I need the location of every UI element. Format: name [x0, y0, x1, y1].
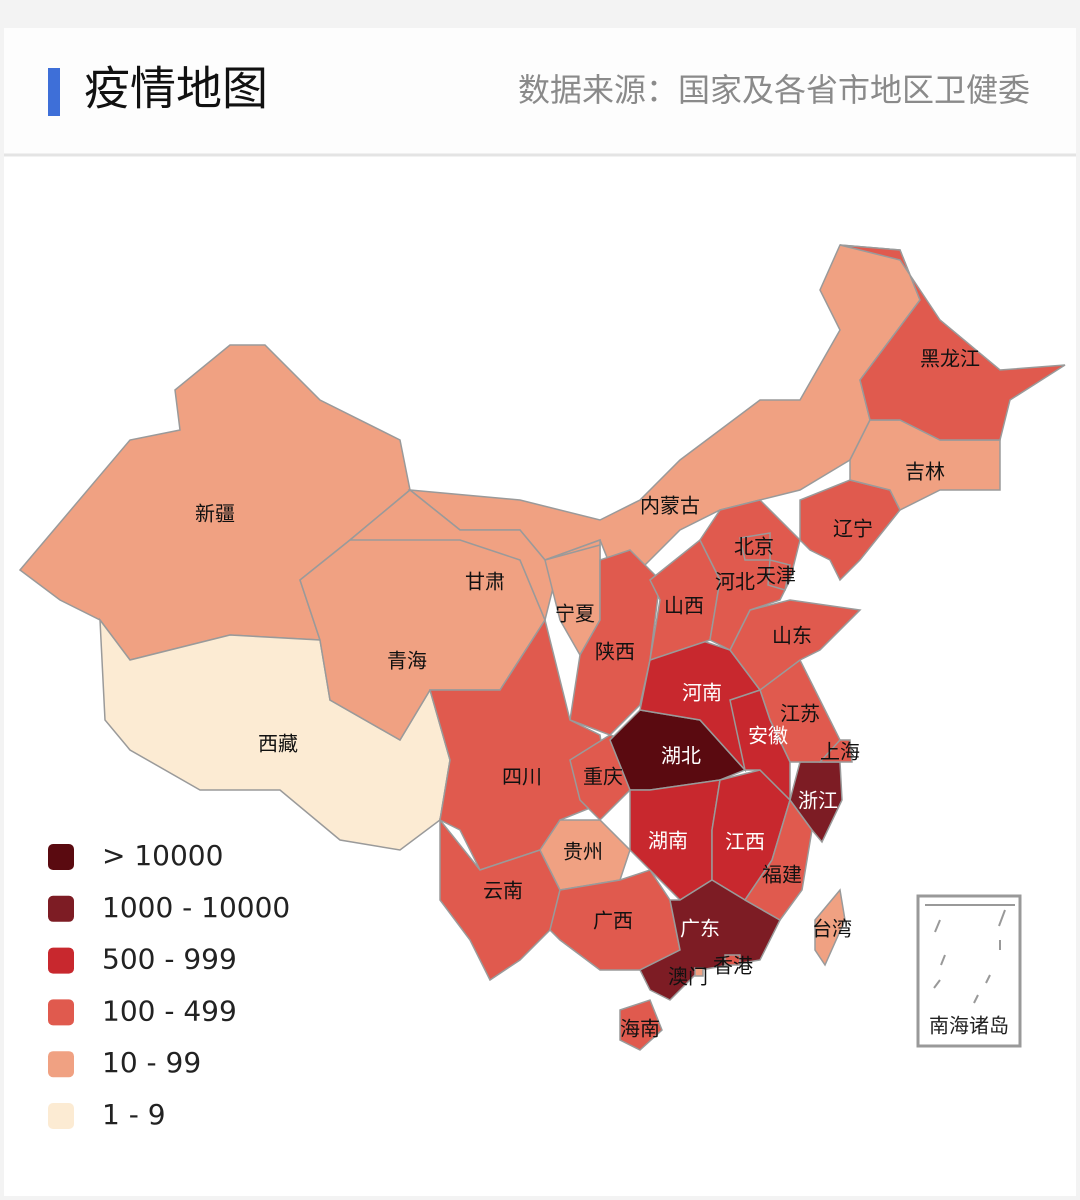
- inset-islands: [925, 904, 1015, 1004]
- province-label: 江苏: [780, 702, 820, 726]
- province-label: 浙江: [798, 789, 838, 813]
- province: [699, 499, 801, 652]
- province-label: 湖北: [661, 744, 701, 768]
- legend-swatch: [48, 1051, 74, 1078]
- province-label: 澳门: [668, 965, 708, 989]
- province-label: 重庆: [583, 765, 623, 789]
- province: [439, 817, 561, 982]
- legend-label: 500 - 999: [102, 943, 237, 976]
- legend-swatch: [48, 895, 74, 922]
- province-label: 辽宁: [833, 517, 873, 541]
- province-label: 新疆: [195, 502, 235, 526]
- province-label: 陕西: [595, 640, 635, 664]
- province-label: 河北: [715, 570, 755, 594]
- legend-swatch: [48, 1103, 74, 1129]
- province-label: 云南: [483, 879, 523, 903]
- province-label: 黑龙江: [920, 347, 980, 371]
- province-label: 内蒙古: [640, 494, 700, 518]
- inset-frame: [916, 894, 1022, 1048]
- legend-label: 1000 - 10000: [102, 891, 290, 924]
- legend-label: 1 - 9: [102, 1098, 166, 1131]
- province-label: 台湾: [812, 917, 852, 941]
- province-label: 河南: [682, 681, 722, 705]
- inset-label: 南海诸岛: [929, 1014, 1009, 1038]
- source: 数据来源：国家及各省市地区卫健委: [518, 71, 1030, 109]
- legend-swatch: [48, 947, 74, 974]
- province: [569, 549, 661, 736]
- province: [619, 999, 663, 1051]
- province-label: 北京: [734, 535, 774, 559]
- province-label: 香港: [713, 954, 753, 978]
- province-label: 贵州: [563, 840, 603, 864]
- inset: 南海诸岛: [916, 894, 1022, 1048]
- province-label: 山西: [664, 594, 704, 618]
- province-label: 上海: [820, 740, 860, 764]
- province-label: 海南: [620, 1017, 660, 1041]
- province-label: 甘肃: [465, 570, 505, 594]
- province: [839, 244, 1066, 441]
- legend-label: 100 - 499: [102, 994, 237, 1027]
- province-label: 江西: [725, 830, 765, 854]
- province-label: 四川: [502, 765, 542, 789]
- legend: > 10000 1000 - 10000 500 - 999 100 - 499 10 …: [48, 839, 290, 1131]
- legend-label: 10 - 99: [102, 1046, 201, 1079]
- province-label: 广西: [593, 909, 633, 933]
- province-label: 宁夏: [555, 602, 595, 626]
- province: [767, 559, 791, 591]
- legend-swatch: [48, 844, 74, 870]
- province: [639, 639, 762, 773]
- title-accent: [48, 68, 60, 116]
- province-label: 安徽: [748, 724, 788, 748]
- province-label: 吉林: [905, 460, 945, 484]
- legend-swatch: [48, 999, 74, 1026]
- province: [799, 479, 901, 582]
- province-label: 山东: [772, 624, 812, 648]
- legend-label: > 10000: [102, 839, 223, 872]
- province: [694, 967, 704, 977]
- map: [18, 244, 1066, 1051]
- province-label: 福建: [762, 863, 802, 887]
- province: [814, 888, 846, 967]
- header: [4, 28, 1076, 154]
- province-label: 青海: [387, 649, 427, 673]
- title: 疫情地图: [84, 62, 268, 116]
- province-label: 广东: [680, 917, 720, 941]
- province-label: 天津: [756, 564, 796, 588]
- province-label: 西藏: [258, 732, 298, 756]
- province-label: 湖南: [648, 829, 688, 853]
- province: [724, 954, 741, 966]
